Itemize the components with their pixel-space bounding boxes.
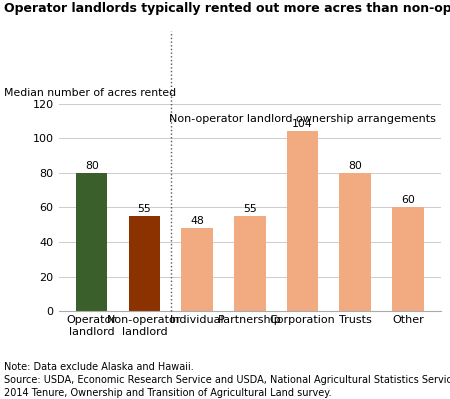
Text: 55: 55	[243, 204, 256, 214]
Text: 48: 48	[190, 216, 204, 226]
Text: Operator landlords typically rented out more acres than non-operator landlords i: Operator landlords typically rented out …	[4, 2, 450, 15]
Text: 55: 55	[138, 204, 151, 214]
Text: 60: 60	[401, 196, 415, 205]
Text: Median number of acres rented: Median number of acres rented	[4, 88, 176, 98]
Bar	[392, 207, 423, 311]
Bar	[339, 173, 371, 311]
Bar	[287, 131, 318, 311]
Bar	[76, 173, 108, 311]
Bar	[234, 216, 266, 311]
Text: 104: 104	[292, 119, 313, 129]
Bar	[181, 228, 213, 311]
Text: 80: 80	[85, 161, 99, 171]
Bar	[129, 216, 160, 311]
Text: Note: Data exclude Alaska and Hawaii.
Source: USDA, Economic Research Service an: Note: Data exclude Alaska and Hawaii. So…	[4, 362, 450, 398]
Text: 80: 80	[348, 161, 362, 171]
Text: Non-operator landlord ownership arrangements: Non-operator landlord ownership arrangem…	[169, 114, 436, 124]
